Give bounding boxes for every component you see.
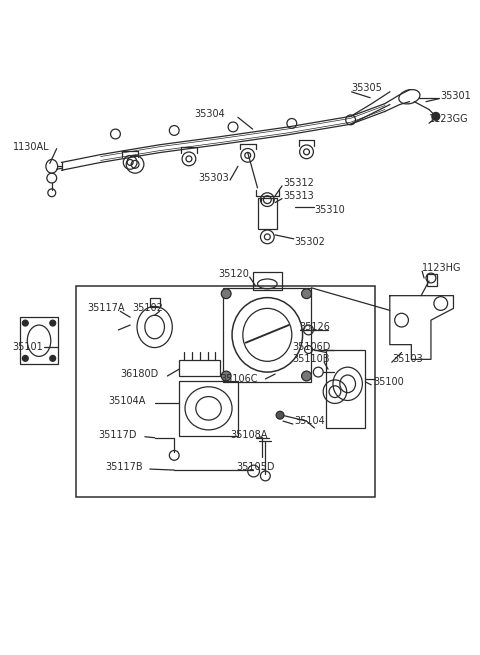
Text: 35303: 35303 xyxy=(199,173,229,183)
Bar xyxy=(76,286,375,496)
Bar xyxy=(326,350,365,428)
Text: 35106D: 35106D xyxy=(292,342,330,352)
Text: 35100: 35100 xyxy=(373,377,404,387)
Text: 1130AL: 1130AL xyxy=(12,141,49,152)
Circle shape xyxy=(23,320,28,326)
Circle shape xyxy=(221,289,231,299)
Text: 35117D: 35117D xyxy=(99,430,137,440)
Text: 35304: 35304 xyxy=(194,109,225,119)
Bar xyxy=(21,317,58,364)
Text: 35101: 35101 xyxy=(12,342,43,352)
Text: 35105D: 35105D xyxy=(236,462,275,472)
Bar xyxy=(427,274,437,286)
Circle shape xyxy=(301,289,312,299)
Bar xyxy=(258,198,277,229)
Text: 1123HG: 1123HG xyxy=(422,263,462,273)
Bar xyxy=(179,381,238,436)
Bar xyxy=(179,360,220,376)
Text: 35126: 35126 xyxy=(300,322,331,332)
Text: 35117A: 35117A xyxy=(87,303,124,313)
Bar xyxy=(252,272,282,290)
Text: 35312: 35312 xyxy=(283,178,314,188)
Text: 36180D: 36180D xyxy=(120,369,158,379)
Text: 35310: 35310 xyxy=(314,206,345,215)
Circle shape xyxy=(276,411,284,419)
Bar xyxy=(223,288,312,382)
Text: 35313: 35313 xyxy=(283,191,314,200)
Text: 35117B: 35117B xyxy=(106,462,144,472)
Text: 35104: 35104 xyxy=(295,416,325,426)
Circle shape xyxy=(301,371,312,381)
Text: 35120: 35120 xyxy=(218,269,249,279)
Text: 35305: 35305 xyxy=(351,83,383,93)
Circle shape xyxy=(50,320,56,326)
Circle shape xyxy=(50,356,56,362)
Text: 35301: 35301 xyxy=(441,91,471,101)
Circle shape xyxy=(221,371,231,381)
Text: 35103: 35103 xyxy=(393,354,423,364)
Bar xyxy=(150,297,159,307)
Text: 35106C: 35106C xyxy=(220,374,258,384)
Text: 35104A: 35104A xyxy=(108,396,146,407)
Text: 35102: 35102 xyxy=(132,303,163,313)
Text: 35302: 35302 xyxy=(295,236,325,247)
Text: 35110B: 35110B xyxy=(293,354,330,364)
Circle shape xyxy=(23,356,28,362)
Circle shape xyxy=(432,113,440,121)
Text: 35108A: 35108A xyxy=(230,430,267,440)
Text: 1123GG: 1123GG xyxy=(429,114,468,124)
